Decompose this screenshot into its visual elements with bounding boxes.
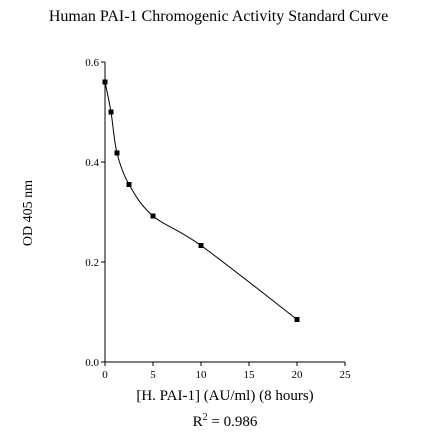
y-tick-label: 0.6 xyxy=(85,57,99,69)
series-curve xyxy=(104,81,298,320)
x-tick-label: 25 xyxy=(340,369,352,381)
r2-exponent: 2 xyxy=(202,412,208,423)
y-axis-label: OD 405 nm xyxy=(21,179,36,247)
axes xyxy=(104,62,345,363)
r-squared-annotation: R2 = 0.986 xyxy=(105,412,345,431)
y-tick-label: 0.4 xyxy=(85,157,99,169)
x-tick-label: 10 xyxy=(196,369,208,381)
y-tick-label: 0.2 xyxy=(85,257,99,269)
r2-prefix: R xyxy=(192,414,203,430)
data-point xyxy=(108,109,114,115)
data-points xyxy=(102,79,300,322)
data-point xyxy=(114,150,120,156)
x-tick-label: 15 xyxy=(244,369,256,381)
x-tick-label: 0 xyxy=(102,369,108,381)
y-tick-label: 0.0 xyxy=(85,357,99,369)
data-point xyxy=(294,317,300,322)
ticks: 0 5 10 15 20 25 0.0 0.2 0.4 0.6 xyxy=(85,57,351,381)
r2-value: = 0.986 xyxy=(207,414,258,430)
data-point xyxy=(198,243,204,248)
chart-title: Human PAI-1 Chromogenic Activity Standar… xyxy=(48,8,389,25)
x-tick-label: 20 xyxy=(292,369,304,381)
data-point xyxy=(126,182,132,187)
x-axis-label: [H. PAI-1] (AU/ml) (8 hours) xyxy=(136,388,314,404)
x-tick-label: 5 xyxy=(150,369,156,381)
data-point xyxy=(102,79,108,85)
data-point xyxy=(150,213,156,219)
